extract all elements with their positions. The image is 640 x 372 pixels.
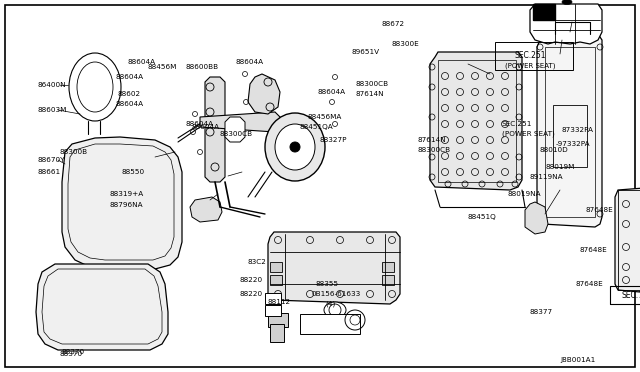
Text: (4): (4) [325, 301, 335, 307]
Text: 87648E: 87648E [580, 247, 608, 253]
Bar [268, 313, 288, 327]
Polygon shape [36, 264, 168, 350]
Polygon shape [615, 188, 640, 292]
Bar [553, 105, 587, 167]
Text: 86400N: 86400N [38, 82, 67, 88]
Text: (POWER SEAT): (POWER SEAT) [505, 63, 556, 69]
Text: 88355: 88355 [315, 281, 338, 287]
Polygon shape [62, 137, 182, 269]
Text: 88370: 88370 [60, 351, 83, 357]
Text: SEC.251: SEC.251 [502, 121, 532, 127]
Text: 88604A: 88604A [185, 121, 213, 127]
Text: 88327P: 88327P [320, 137, 348, 143]
Bar [438, 60, 516, 182]
Text: 88319+A: 88319+A [110, 191, 144, 197]
Text: 88672: 88672 [382, 21, 405, 27]
Text: SEC.745: SEC.745 [621, 291, 640, 299]
Ellipse shape [77, 62, 113, 112]
Bar [270, 275, 282, 285]
Text: 88604A: 88604A [318, 89, 346, 95]
Polygon shape [525, 202, 548, 234]
Polygon shape [190, 197, 222, 222]
Text: 88550: 88550 [122, 169, 145, 175]
Text: 87648E: 87648E [585, 207, 612, 213]
Text: 88796NA: 88796NA [110, 202, 143, 208]
Ellipse shape [265, 113, 325, 181]
Text: 88019M: 88019M [545, 164, 574, 170]
Text: 87648E: 87648E [575, 281, 603, 287]
Text: -97332PA: -97332PA [556, 141, 591, 147]
Text: 88370: 88370 [62, 349, 85, 355]
Text: 88604A: 88604A [235, 59, 263, 65]
Text: 87614N: 87614N [355, 91, 383, 97]
Circle shape [290, 142, 300, 152]
Bar [265, 305, 281, 316]
Text: 88602: 88602 [118, 91, 141, 97]
Text: 88220: 88220 [240, 277, 263, 283]
Text: 88604A: 88604A [192, 124, 220, 130]
Text: 88300B: 88300B [60, 149, 88, 155]
Text: 88451QA: 88451QA [300, 124, 333, 130]
Bar [382, 275, 394, 285]
Polygon shape [268, 232, 400, 304]
Text: 88377: 88377 [530, 309, 553, 315]
Text: 88300E: 88300E [392, 41, 420, 47]
Bar [495, 42, 573, 70]
Text: 88112: 88112 [268, 299, 291, 305]
Ellipse shape [562, 0, 572, 4]
Text: 88661: 88661 [38, 169, 61, 175]
Bar [300, 314, 360, 334]
Text: (POWER SEAT): (POWER SEAT) [502, 131, 555, 137]
Text: 88300CB: 88300CB [418, 147, 451, 153]
Text: 88670Y: 88670Y [38, 157, 65, 163]
Text: J8B001A1: J8B001A1 [560, 357, 595, 363]
Text: 88604A: 88604A [115, 101, 143, 107]
Ellipse shape [69, 53, 121, 121]
Text: 0B156-61633: 0B156-61633 [312, 291, 361, 297]
Text: 88220: 88220 [240, 291, 263, 297]
Text: 88603M: 88603M [38, 107, 67, 113]
Bar [618, 190, 640, 290]
Text: SEC.251: SEC.251 [515, 51, 546, 61]
Text: 88604A: 88604A [128, 59, 156, 65]
Polygon shape [205, 77, 225, 182]
Text: 83C2: 83C2 [248, 259, 267, 265]
Polygon shape [225, 117, 245, 142]
Text: 88451Q: 88451Q [468, 214, 497, 220]
Polygon shape [533, 4, 555, 20]
Polygon shape [537, 34, 602, 227]
Bar [270, 324, 284, 342]
Bar [265, 293, 281, 304]
Text: 88604A: 88604A [115, 74, 143, 80]
Text: 88019NA: 88019NA [508, 191, 541, 197]
Text: 87614N: 87614N [418, 137, 447, 143]
Text: 87332PA: 87332PA [562, 127, 594, 133]
Text: 89651V: 89651V [352, 49, 380, 55]
Bar [545, 47, 595, 217]
Text: 88456M: 88456M [148, 64, 177, 70]
Text: 88010D: 88010D [540, 147, 569, 153]
Text: 88300CB: 88300CB [355, 81, 388, 87]
Polygon shape [248, 74, 280, 114]
Text: 89119NA: 89119NA [530, 174, 564, 180]
Polygon shape [530, 4, 602, 44]
Bar [610, 286, 640, 304]
Ellipse shape [324, 302, 346, 318]
Bar [270, 262, 282, 272]
Polygon shape [430, 52, 522, 190]
Text: 88456MA: 88456MA [308, 114, 342, 120]
Bar [382, 262, 394, 272]
Text: 88600BB: 88600BB [185, 64, 218, 70]
Polygon shape [200, 112, 280, 132]
Text: 88300CB: 88300CB [220, 131, 253, 137]
Ellipse shape [275, 124, 315, 170]
